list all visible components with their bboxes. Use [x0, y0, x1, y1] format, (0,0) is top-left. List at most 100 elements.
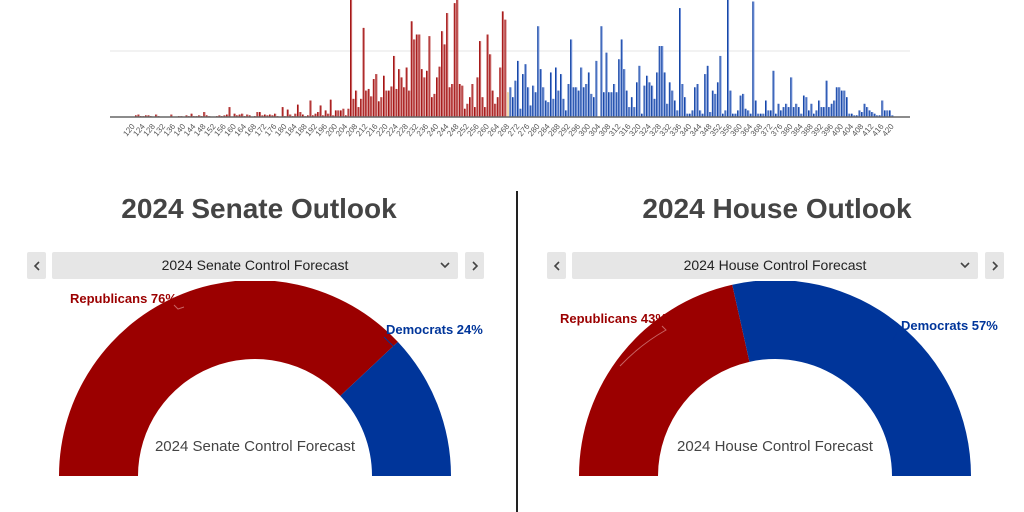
histogram-bar[interactable]: [861, 112, 864, 117]
histogram-bar[interactable]: [307, 115, 310, 117]
histogram-bar[interactable]: [517, 60, 520, 117]
histogram-bar[interactable]: [808, 110, 811, 117]
histogram-bar[interactable]: [704, 74, 707, 117]
senate-democrats-segment[interactable]: [340, 341, 451, 476]
histogram-bar[interactable]: [656, 72, 659, 117]
histogram-bar[interactable]: [544, 100, 547, 118]
histogram-bar[interactable]: [218, 115, 221, 117]
histogram-bar[interactable]: [534, 92, 537, 117]
histogram-bar[interactable]: [868, 110, 871, 117]
histogram-bar[interactable]: [754, 100, 757, 118]
histogram-bar[interactable]: [625, 90, 628, 117]
histogram-bar[interactable]: [228, 107, 231, 117]
house-forecast-select[interactable]: 2024 House Control Forecast: [572, 252, 978, 279]
histogram-bar[interactable]: [466, 103, 469, 117]
histogram-bar[interactable]: [694, 87, 697, 117]
histogram-bar[interactable]: [491, 90, 494, 117]
histogram-bar[interactable]: [506, 92, 509, 117]
histogram-bar[interactable]: [699, 110, 702, 117]
histogram-bar[interactable]: [365, 90, 368, 117]
histogram-bar[interactable]: [666, 103, 669, 117]
histogram-bar[interactable]: [334, 110, 337, 117]
histogram-bar[interactable]: [514, 80, 517, 117]
histogram-bar[interactable]: [271, 115, 274, 117]
histogram-bar[interactable]: [527, 87, 530, 117]
histogram-bar[interactable]: [322, 115, 325, 117]
histogram-bar[interactable]: [352, 98, 355, 117]
histogram-bar[interactable]: [549, 72, 552, 117]
histogram-bar[interactable]: [474, 107, 477, 117]
histogram-bar[interactable]: [496, 97, 499, 117]
histogram-bar[interactable]: [866, 107, 869, 117]
histogram-bar[interactable]: [355, 90, 358, 117]
histogram-bar[interactable]: [856, 115, 859, 117]
histogram-bar[interactable]: [782, 107, 785, 117]
histogram-bar[interactable]: [886, 110, 889, 117]
histogram-bar[interactable]: [398, 69, 401, 117]
histogram-bar[interactable]: [223, 115, 226, 117]
histogram-bar[interactable]: [570, 39, 573, 118]
histogram-bar[interactable]: [345, 115, 348, 117]
histogram-bar[interactable]: [873, 113, 876, 117]
house-prev-button[interactable]: [547, 252, 566, 279]
histogram-bar[interactable]: [595, 60, 598, 117]
histogram-bar[interactable]: [312, 115, 315, 117]
histogram-bar[interactable]: [560, 74, 563, 117]
histogram-bar[interactable]: [833, 100, 836, 118]
histogram-bar[interactable]: [620, 39, 623, 118]
histogram-bar[interactable]: [471, 84, 474, 117]
histogram-bar[interactable]: [610, 92, 613, 117]
histogram-bar[interactable]: [618, 59, 621, 117]
histogram-bar[interactable]: [339, 110, 342, 117]
histogram-bar[interactable]: [377, 101, 380, 117]
histogram-bar[interactable]: [830, 103, 833, 117]
histogram-bar[interactable]: [441, 31, 444, 118]
histogram-bar[interactable]: [580, 67, 583, 118]
histogram-bar[interactable]: [428, 36, 431, 117]
histogram-bar[interactable]: [203, 112, 206, 117]
histogram-bar[interactable]: [732, 113, 735, 117]
histogram-bar[interactable]: [302, 114, 305, 117]
histogram-bar[interactable]: [820, 107, 823, 117]
histogram-bar[interactable]: [851, 113, 854, 117]
histogram-bar[interactable]: [767, 110, 770, 117]
histogram-bar[interactable]: [264, 114, 267, 117]
histogram-bar[interactable]: [770, 110, 773, 117]
histogram-bar[interactable]: [739, 95, 742, 117]
histogram-bar[interactable]: [706, 65, 709, 117]
histogram-bar[interactable]: [420, 69, 423, 117]
histogram-bar[interactable]: [661, 46, 664, 117]
histogram-bar[interactable]: [537, 26, 540, 117]
histogram-bar[interactable]: [838, 87, 841, 117]
histogram-bar[interactable]: [529, 105, 532, 117]
histogram-bar[interactable]: [360, 98, 363, 117]
histogram-bar[interactable]: [716, 82, 719, 117]
histogram-bar[interactable]: [567, 84, 570, 117]
histogram-bar[interactable]: [777, 103, 780, 117]
histogram-bar[interactable]: [759, 113, 762, 117]
histogram-bar[interactable]: [714, 93, 717, 117]
histogram-bar[interactable]: [785, 103, 788, 117]
histogram-bar[interactable]: [147, 115, 150, 117]
histogram-bar[interactable]: [476, 77, 479, 117]
histogram-bar[interactable]: [742, 93, 745, 117]
histogram-bar[interactable]: [562, 98, 565, 117]
histogram-bar[interactable]: [539, 69, 542, 117]
histogram-bar[interactable]: [137, 114, 140, 117]
histogram-bar[interactable]: [889, 110, 891, 117]
histogram-bar[interactable]: [737, 110, 740, 117]
histogram-bar[interactable]: [813, 113, 816, 117]
histogram-bar[interactable]: [413, 39, 416, 118]
histogram-bar[interactable]: [319, 105, 322, 117]
histogram-bar[interactable]: [633, 107, 636, 117]
histogram-bar[interactable]: [266, 115, 269, 117]
histogram-bar[interactable]: [840, 90, 843, 117]
histogram-bar[interactable]: [367, 88, 370, 117]
histogram-bar[interactable]: [347, 108, 350, 117]
histogram-bar[interactable]: [296, 104, 299, 117]
histogram-bar[interactable]: [443, 44, 446, 117]
histogram-bar[interactable]: [405, 67, 408, 118]
histogram-bar[interactable]: [719, 55, 722, 117]
histogram-bar[interactable]: [410, 21, 413, 117]
histogram-bar[interactable]: [605, 52, 608, 117]
